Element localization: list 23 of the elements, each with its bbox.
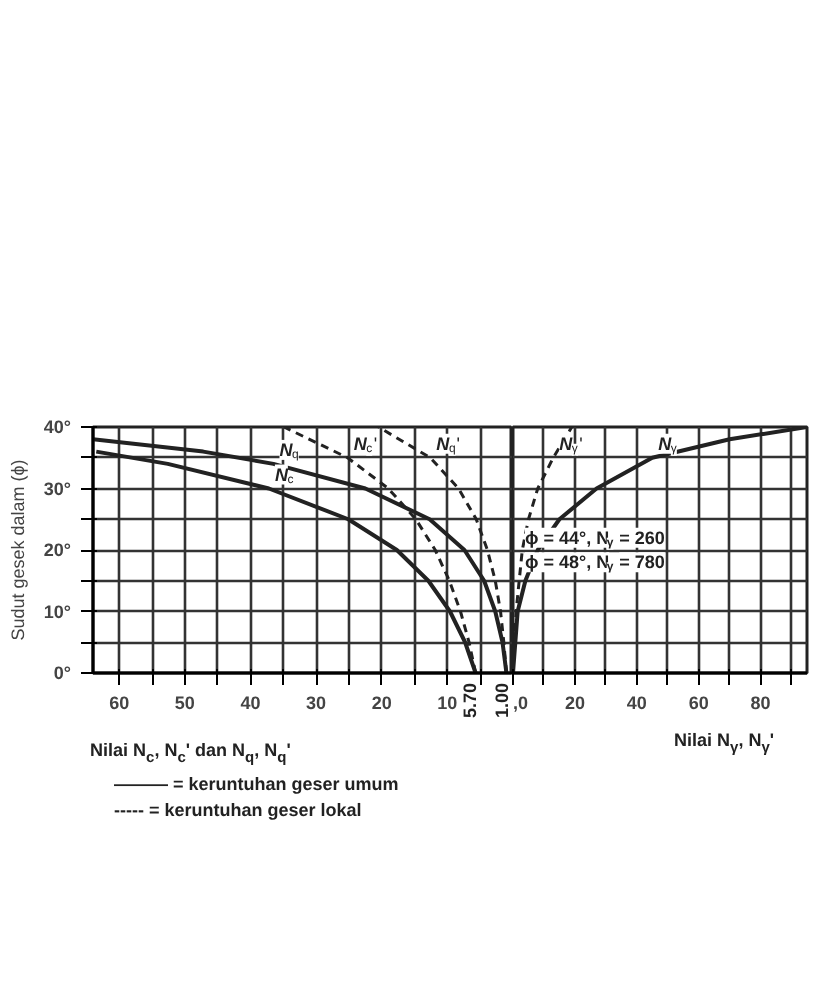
x-tick-label: 60 bbox=[688, 693, 709, 713]
x-tick-label: 10 bbox=[437, 693, 458, 713]
x-tick-label: 60 bbox=[109, 693, 130, 713]
x-tick-label: 50 bbox=[174, 693, 195, 713]
annotation: 5.70 bbox=[460, 682, 481, 718]
x-tick-label: 20 bbox=[371, 693, 392, 713]
x-tick-label: 20 bbox=[564, 693, 585, 713]
text: ----- = keruntuhan geser lokal bbox=[114, 798, 362, 825]
y-axis-title: Sudut gesek dalam (ϕ) bbox=[7, 459, 28, 641]
x-tick-label: 30 bbox=[306, 693, 327, 713]
x-tick-label: 40 bbox=[240, 693, 261, 713]
text: Nilai N$_{c}$, N$_{c}$' dan N$_{q}$, N$_{q}$' bbox=[90, 740, 291, 766]
x-axis-title: Nilai N$_{γ}$, N$_{γ}$' bbox=[674, 728, 775, 759]
y-tick-label: 10° bbox=[43, 601, 72, 622]
annotation: 1.00 bbox=[491, 682, 512, 718]
y-tick-label: 20° bbox=[43, 540, 72, 560]
y-tick-label: 30° bbox=[43, 478, 72, 499]
y-tick-label: 40° bbox=[43, 417, 72, 437]
text: ——— = keruntuhan geser umum bbox=[114, 771, 399, 797]
y-tick-label: 0° bbox=[53, 663, 72, 683]
x-tick-label: ,0 bbox=[513, 693, 529, 713]
x-tick-label: 80 bbox=[750, 693, 771, 713]
x-tick-label: 40 bbox=[626, 693, 647, 713]
